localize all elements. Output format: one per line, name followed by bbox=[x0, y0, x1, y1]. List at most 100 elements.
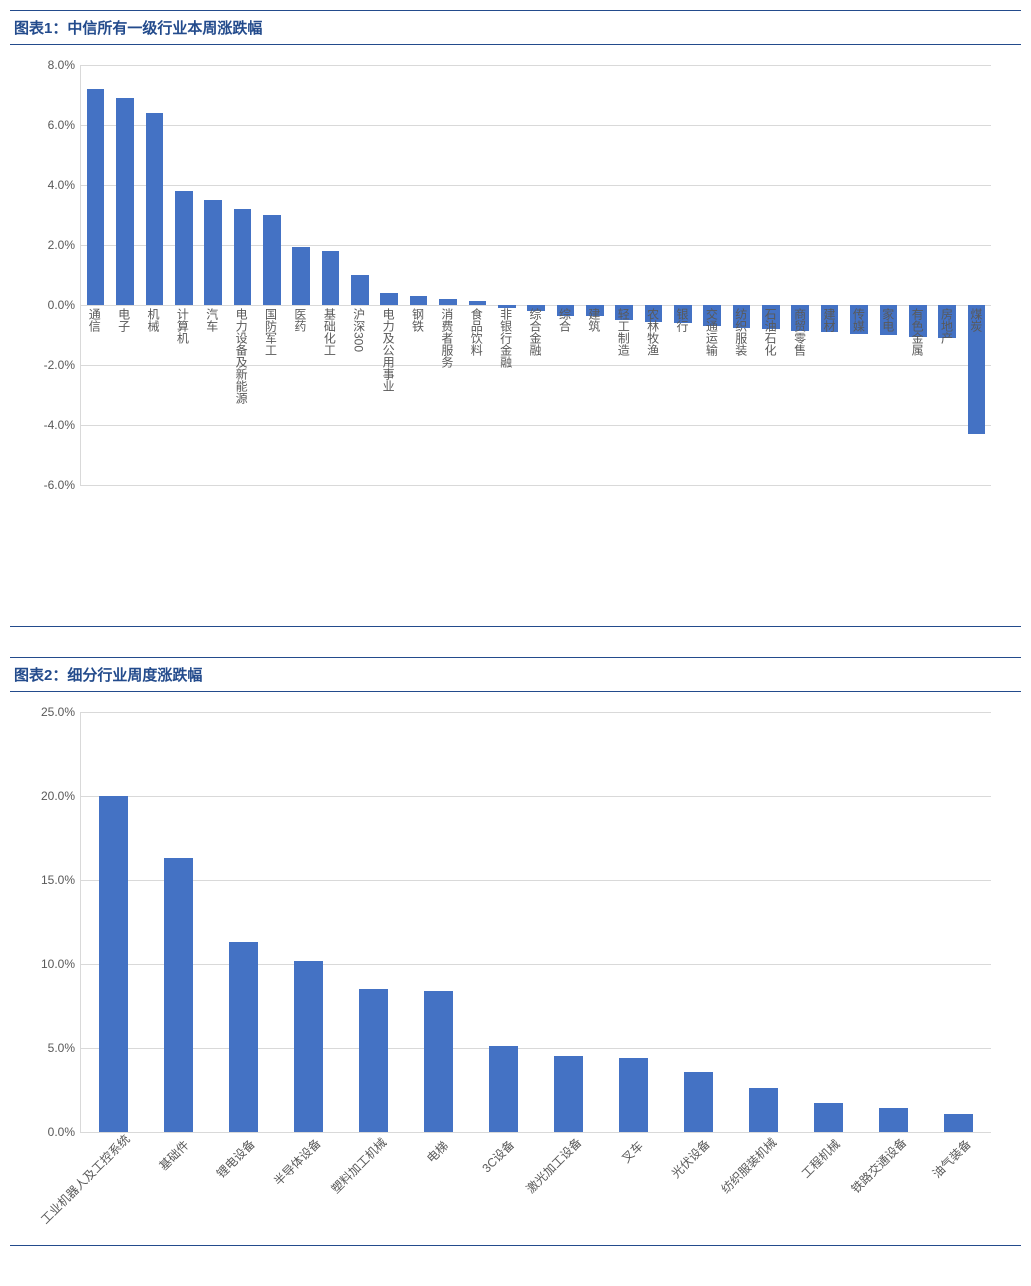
bar-slot bbox=[601, 712, 666, 1132]
bar-slot bbox=[536, 712, 601, 1132]
bar bbox=[146, 113, 164, 305]
y-tick-label: 0.0% bbox=[48, 1125, 81, 1139]
chart-title: 图表2：细分行业周度涨跌幅 bbox=[10, 657, 1021, 692]
bar-slot bbox=[861, 712, 926, 1132]
chart-area: -6.0%-4.0%-2.0%0.0%2.0%4.0%6.0%8.0%通信电子机… bbox=[10, 45, 1021, 627]
bar bbox=[684, 1072, 713, 1132]
y-tick-label: 8.0% bbox=[48, 58, 81, 72]
bar-slot bbox=[110, 65, 139, 485]
bar bbox=[424, 991, 453, 1132]
bar bbox=[294, 961, 323, 1132]
bar bbox=[554, 1056, 583, 1132]
bar-slot bbox=[666, 712, 731, 1132]
bar bbox=[234, 209, 252, 305]
bar bbox=[527, 305, 545, 311]
y-tick-label: 2.0% bbox=[48, 238, 81, 252]
bar bbox=[909, 305, 927, 337]
bar-slot bbox=[140, 65, 169, 485]
bar-slot bbox=[796, 712, 861, 1132]
bar bbox=[749, 1088, 778, 1132]
bar bbox=[762, 305, 780, 329]
bar-slot bbox=[404, 65, 433, 485]
bar-slot bbox=[639, 65, 668, 485]
plot: -6.0%-4.0%-2.0%0.0%2.0%4.0%6.0%8.0% bbox=[80, 65, 991, 486]
bar-slot bbox=[580, 65, 609, 485]
bar-slot bbox=[903, 65, 932, 485]
bar-slot bbox=[463, 65, 492, 485]
bar-slot bbox=[786, 65, 815, 485]
bar-slot bbox=[609, 65, 638, 485]
bar-slot bbox=[551, 65, 580, 485]
bar bbox=[410, 296, 428, 305]
bar bbox=[674, 305, 692, 323]
y-tick-label: -2.0% bbox=[44, 358, 81, 372]
bar bbox=[850, 305, 868, 334]
bar-slot bbox=[228, 65, 257, 485]
bar bbox=[359, 989, 388, 1132]
bar-slot bbox=[668, 65, 697, 485]
y-tick-label: 6.0% bbox=[48, 118, 81, 132]
y-tick-label: -6.0% bbox=[44, 478, 81, 492]
bar bbox=[322, 251, 340, 305]
bar-slot bbox=[345, 65, 374, 485]
bar-slot bbox=[874, 65, 903, 485]
bar bbox=[645, 305, 663, 322]
bar-slot bbox=[756, 65, 785, 485]
y-tick-label: -4.0% bbox=[44, 418, 81, 432]
bars-layer bbox=[81, 712, 991, 1132]
y-tick-label: 10.0% bbox=[41, 957, 81, 971]
bar-slot bbox=[341, 712, 406, 1132]
chart-area: 0.0%5.0%10.0%15.0%20.0%25.0%工业机器人及工控系统基础… bbox=[10, 692, 1021, 1246]
y-tick-label: 5.0% bbox=[48, 1041, 81, 1055]
bar-slot bbox=[375, 65, 404, 485]
bar bbox=[498, 305, 516, 308]
bar bbox=[880, 305, 898, 335]
chart-block: 图表1：中信所有一级行业本周涨跌幅-6.0%-4.0%-2.0%0.0%2.0%… bbox=[10, 10, 1021, 627]
bar-slot bbox=[521, 65, 550, 485]
bars-layer bbox=[81, 65, 991, 485]
bar-slot bbox=[926, 712, 991, 1132]
bar-slot bbox=[731, 712, 796, 1132]
bar-slot bbox=[211, 712, 276, 1132]
bar-slot bbox=[844, 65, 873, 485]
y-tick-label: 15.0% bbox=[41, 873, 81, 887]
bar bbox=[703, 305, 721, 326]
bar bbox=[615, 305, 633, 320]
bar-slot bbox=[257, 65, 286, 485]
bar-slot bbox=[198, 65, 227, 485]
bar bbox=[821, 305, 839, 332]
bar bbox=[351, 275, 369, 305]
x-labels: 工业机器人及工控系统基础件锂电设备半导体设备塑料加工机械电梯3C设备激光加工设备… bbox=[80, 1135, 991, 1235]
bar-slot bbox=[169, 65, 198, 485]
bar bbox=[557, 305, 575, 316]
bar-slot bbox=[492, 65, 521, 485]
bar-slot bbox=[471, 712, 536, 1132]
bar bbox=[380, 293, 398, 305]
bar-slot bbox=[287, 65, 316, 485]
y-tick-label: 4.0% bbox=[48, 178, 81, 192]
y-tick-label: 20.0% bbox=[41, 789, 81, 803]
bar bbox=[586, 305, 604, 316]
bar bbox=[263, 215, 281, 305]
bar-slot bbox=[815, 65, 844, 485]
gridline bbox=[81, 485, 991, 486]
bar-slot bbox=[81, 65, 110, 485]
bar-slot bbox=[316, 65, 345, 485]
bar bbox=[292, 247, 310, 306]
bar bbox=[439, 299, 457, 305]
y-tick-label: 25.0% bbox=[41, 705, 81, 719]
bar-slot bbox=[962, 65, 991, 485]
bar-slot bbox=[276, 712, 341, 1132]
bar-slot bbox=[932, 65, 961, 485]
chart-block: 图表2：细分行业周度涨跌幅0.0%5.0%10.0%15.0%20.0%25.0… bbox=[10, 657, 1021, 1246]
bar bbox=[99, 796, 128, 1132]
bar-slot bbox=[698, 65, 727, 485]
bar bbox=[469, 301, 487, 306]
bar bbox=[791, 305, 809, 331]
plot: 0.0%5.0%10.0%15.0%20.0%25.0% bbox=[80, 712, 991, 1133]
bar-slot bbox=[406, 712, 471, 1132]
bar bbox=[204, 200, 222, 305]
bar bbox=[175, 191, 193, 305]
bar bbox=[116, 98, 134, 305]
bar bbox=[733, 305, 751, 328]
